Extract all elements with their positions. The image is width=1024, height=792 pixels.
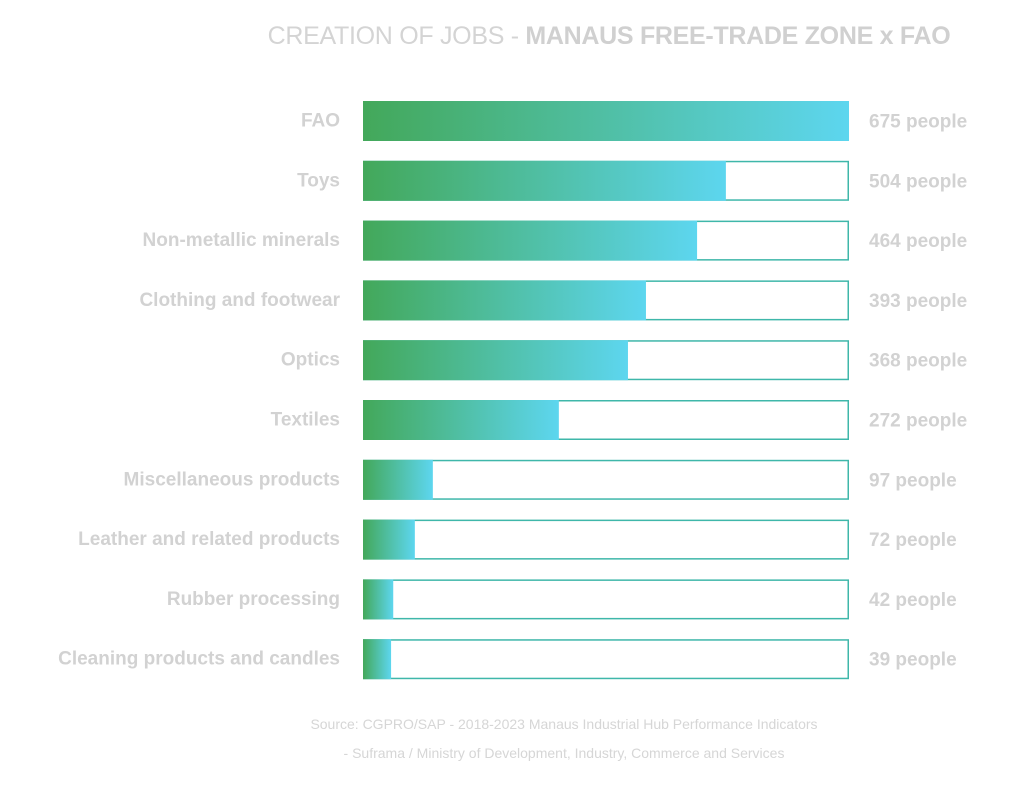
bar	[363, 459, 433, 500]
value-label: 675 people	[869, 112, 967, 133]
bar	[363, 639, 392, 680]
bar-track	[363, 639, 849, 680]
value-label: 97 people	[869, 470, 957, 491]
source-line-2: - Suframa / Ministry of Development, Ind…	[343, 745, 785, 761]
category-label: Clothing and footwear	[139, 290, 340, 311]
chart-title-bold: MANAUS FREE-TRADE ZONE x FAO	[525, 22, 951, 50]
category-label: Miscellaneous products	[124, 469, 340, 490]
bar	[363, 340, 628, 381]
category-label: Leather and related products	[78, 529, 340, 550]
value-label: 368 people	[869, 351, 967, 372]
category-label: Textiles	[271, 410, 340, 431]
bar	[363, 280, 646, 321]
value-label: 72 people	[869, 530, 957, 551]
bar	[363, 579, 394, 620]
bar	[363, 519, 415, 560]
bar	[363, 400, 559, 440]
bar-track	[363, 579, 849, 620]
bar-track	[363, 459, 849, 500]
bar	[363, 220, 698, 261]
bar	[363, 101, 849, 141]
value-label: 272 people	[869, 411, 967, 432]
chart-title: CREATION OF JOBS - MANAUS FREE-TRADE ZON…	[0, 22, 1024, 51]
value-label: 464 people	[869, 231, 967, 252]
category-label: Optics	[281, 350, 340, 371]
bar-track	[363, 519, 849, 560]
chart-title-light: CREATION OF JOBS -	[267, 22, 526, 50]
value-label: 39 people	[869, 650, 957, 671]
category-label: FAO	[301, 111, 340, 132]
source-line-1: Source: CGPRO/SAP - 2018-2023 Manaus Ind…	[310, 716, 818, 732]
bar	[363, 160, 726, 201]
category-label: Cleaning products and candles	[58, 649, 340, 670]
category-label: Non-metallic minerals	[143, 230, 340, 251]
value-label: 393 people	[869, 291, 967, 312]
value-label: 504 people	[869, 171, 967, 192]
category-label: Toys	[297, 170, 340, 191]
category-label: Rubber processing	[167, 589, 340, 610]
value-label: 42 people	[869, 590, 957, 611]
